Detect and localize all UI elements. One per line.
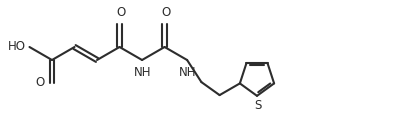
Text: NH: NH — [179, 66, 197, 79]
Text: O: O — [161, 6, 170, 19]
Text: S: S — [254, 99, 262, 112]
Text: NH: NH — [134, 66, 152, 79]
Text: O: O — [36, 76, 45, 89]
Text: HO: HO — [8, 39, 25, 53]
Text: O: O — [116, 6, 125, 19]
